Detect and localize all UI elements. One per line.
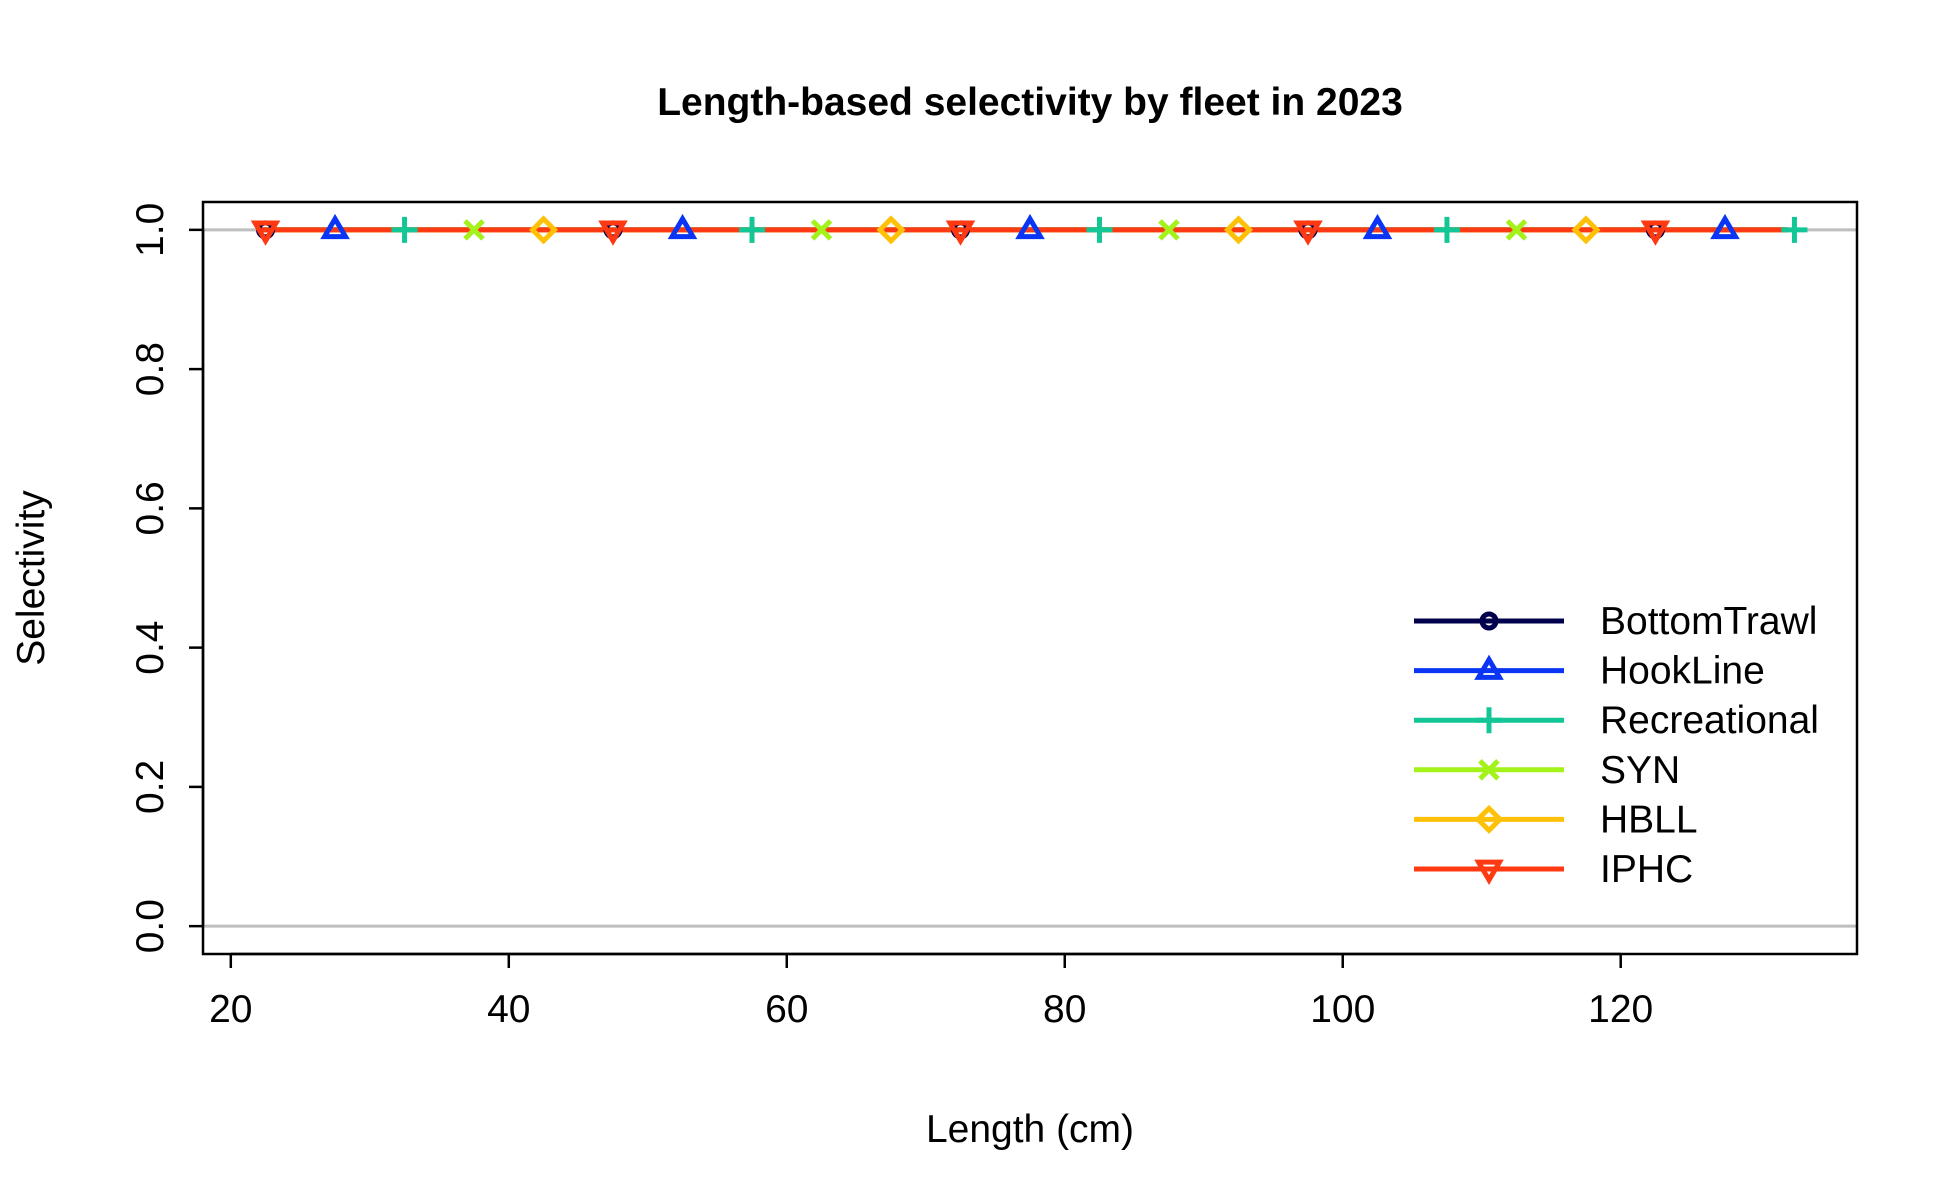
legend-label-Recreational: Recreational — [1600, 699, 1819, 742]
x-axis: 20 40 60 80 100 120 — [209, 952, 1653, 1031]
data-point-HookLine — [1015, 213, 1045, 240]
data-point-SYN — [810, 219, 833, 241]
series-markers — [250, 213, 1808, 246]
y-axis-label: Selectivity — [10, 490, 53, 666]
x-tick-label: 20 — [209, 988, 252, 1031]
y-tick-label: 0.6 — [129, 481, 172, 535]
legend-marker-HookLine — [1474, 654, 1504, 680]
data-point-IPHC — [598, 220, 628, 246]
data-point-HookLine — [667, 213, 698, 240]
legend-label-BottomTrawl: BottomTrawl — [1600, 600, 1817, 643]
legend-label-HookLine: HookLine — [1600, 650, 1765, 693]
x-axis-label: Length (cm) — [926, 1108, 1134, 1151]
legend-marker-IPHC — [1474, 859, 1504, 885]
legend-marker-Recreational — [1476, 707, 1502, 734]
y-tick-label: 0.4 — [129, 621, 172, 675]
y-tick-label: 1.0 — [129, 203, 172, 257]
data-point-Recreational — [1086, 216, 1113, 243]
x-tick-label: 120 — [1588, 988, 1653, 1031]
data-point-Recreational — [739, 216, 766, 243]
y-axis: 0.0 0.2 0.4 0.6 0.8 1.0 — [129, 203, 205, 953]
y-tick-label: 0.2 — [129, 760, 172, 814]
x-tick-label: 80 — [1043, 988, 1086, 1031]
data-point-IPHC — [1640, 220, 1671, 246]
data-point-Recreational — [1781, 216, 1808, 243]
legend-label-IPHC: IPHC — [1600, 848, 1693, 891]
data-point-Recreational — [391, 216, 418, 243]
data-point-IPHC — [945, 220, 976, 246]
data-point-SYN — [1505, 219, 1528, 241]
data-point-HBLL — [876, 215, 906, 245]
legend-label-HBLL: HBLL — [1600, 798, 1698, 841]
x-tick-label: 60 — [765, 988, 808, 1031]
x-tick-label: 40 — [487, 988, 530, 1031]
legend-label-SYN: SYN — [1600, 749, 1680, 792]
legend-marker-BottomTrawl — [1479, 611, 1499, 631]
x-tick-label: 100 — [1310, 988, 1375, 1031]
data-point-SYN — [1158, 219, 1180, 241]
y-tick-label: 0.0 — [129, 899, 172, 953]
legend-marker-HBLL — [1474, 804, 1504, 834]
data-point-IPHC — [1293, 220, 1323, 246]
legend-marker-SYN — [1478, 759, 1500, 781]
data-point-HookLine — [320, 213, 350, 240]
data-point-HookLine — [1362, 213, 1393, 240]
y-tick-label: 0.8 — [129, 342, 172, 396]
data-point-HBLL — [1223, 215, 1254, 245]
data-point-HBLL — [528, 215, 559, 245]
data-point-HBLL — [1571, 215, 1601, 245]
data-point-IPHC — [250, 220, 281, 246]
legend: BottomTrawl HookLine Recreational SYN HBLL IP… — [1414, 600, 1819, 891]
data-point-SYN — [463, 219, 485, 241]
data-point-HookLine — [1710, 213, 1740, 240]
data-point-Recreational — [1433, 216, 1460, 243]
chart-title: Length-based selectivity by fleet in 202… — [657, 81, 1403, 124]
